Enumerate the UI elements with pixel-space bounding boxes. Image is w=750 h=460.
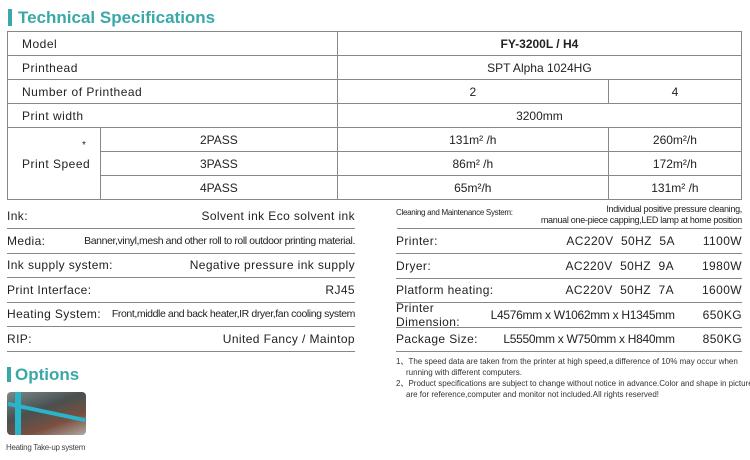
spec-value: Front,middle and back heater,IR dryer,fa… bbox=[111, 308, 356, 321]
spec-label: RIP: bbox=[7, 332, 32, 346]
spec-value: L4576mm x W1062mm x H1345mm bbox=[490, 307, 675, 322]
model-value: FY-3200L / H4 bbox=[336, 31, 743, 56]
spec-extra: 650KG bbox=[702, 307, 742, 322]
spec-label: Print Interface: bbox=[7, 282, 92, 297]
spec-row: Package Size: L5550mm x W750mm x H840mm 85… bbox=[396, 327, 742, 353]
cleaning-line: manual one-piece capping,LED lamp at hom… bbox=[540, 215, 742, 225]
spec-label: Ink: bbox=[7, 209, 28, 223]
note: 2、Product specifications are subject to … bbox=[396, 379, 750, 399]
spec-extra: 1600W bbox=[701, 283, 742, 298]
pass-label: 4PASS bbox=[100, 175, 338, 200]
spec-row: Print Interface: RJ45 bbox=[7, 278, 355, 303]
spec-row: Dryer: AC220V 50HZ 9A 1980W bbox=[396, 254, 742, 279]
cleaning-value: Individual positive pressure cleaning, ma… bbox=[397, 204, 742, 229]
spec-table: Model FY-3200L / H4 Printhead SPT Alpha 10… bbox=[7, 31, 743, 200]
spec-label: Package Size: bbox=[396, 332, 478, 347]
options-title: Options bbox=[15, 365, 80, 384]
num-label: Number of Printhead bbox=[7, 79, 338, 104]
spec-extra: 1980W bbox=[701, 258, 742, 273]
page-title: Technical Specifications bbox=[18, 8, 216, 27]
spec-label: Heating System: bbox=[7, 307, 102, 322]
cleaning-line: Individual positive pressure cleaning, bbox=[606, 204, 742, 214]
speed-label: * Print Speed bbox=[7, 127, 101, 200]
spec-label: Dryer: bbox=[396, 258, 432, 273]
title-accent-bar bbox=[8, 9, 12, 26]
num-value: 2 bbox=[336, 79, 609, 104]
model-label: Model bbox=[7, 31, 338, 56]
heating-take-up-image bbox=[7, 392, 86, 435]
spec-value: Negative pressure ink supply bbox=[189, 258, 355, 273]
num-value: 4 bbox=[607, 79, 743, 104]
spec-label: Media: bbox=[7, 233, 46, 248]
options-accent-bar bbox=[7, 367, 11, 382]
spec-row: Printer: AC220V 50HZ 5A 1100W bbox=[396, 229, 742, 254]
speed-value: 65m²/h bbox=[336, 175, 609, 200]
spec-value: AC220V 50HZ 5A bbox=[566, 234, 675, 248]
speed-value: 131m² /h bbox=[607, 175, 743, 200]
spec-extra: 850KG bbox=[702, 332, 742, 347]
spec-value: L5550mm x W750mm x H840mm bbox=[503, 332, 675, 347]
spec-row: RIP: United Fancy / Maintop bbox=[7, 327, 355, 352]
speed-value: 131m² /h bbox=[336, 127, 609, 152]
option-caption: Heating Take-up system bbox=[6, 443, 86, 452]
spec-value: United Fancy / Maintop bbox=[222, 332, 355, 346]
pass-label: 3PASS bbox=[100, 151, 338, 176]
speed-value: 86m² /h bbox=[336, 151, 609, 176]
pass-label: 2PASS bbox=[100, 127, 338, 152]
width-value: 3200mm bbox=[336, 103, 743, 128]
spec-value: RJ45 bbox=[325, 282, 355, 297]
spec-value: AC220V 50HZ 7A bbox=[565, 283, 674, 298]
spec-value: Banner,vinyl,mesh and other roll to roll… bbox=[84, 234, 355, 247]
spec-row: Printer Dimension: L4576mm x W1062mm x H1… bbox=[396, 300, 742, 329]
spec-row: Ink supply system: Negative pressure ink … bbox=[7, 253, 355, 279]
spec-value: Solvent ink Eco solvent ink bbox=[201, 209, 355, 223]
printhead-label: Printhead bbox=[7, 55, 338, 80]
spec-row: Platform heating: AC220V 50HZ 7A 1600W bbox=[396, 278, 742, 304]
speed-value: 260m²/h bbox=[607, 127, 743, 152]
spec-row: Media: Banner,vinyl,mesh and other roll t… bbox=[7, 229, 355, 254]
width-label: Print width bbox=[7, 103, 338, 128]
printhead-value: SPT Alpha 1024HG bbox=[336, 55, 743, 80]
speed-value: 172m²/h bbox=[607, 151, 743, 176]
speed-asterisk: * bbox=[82, 140, 87, 151]
spec-row: Heating System: Front,middle and back hea… bbox=[7, 302, 356, 328]
spec-label: Ink supply system: bbox=[7, 258, 113, 273]
cleaning-label: Cleaning and Maintenance System: bbox=[396, 208, 513, 217]
spec-label: Platform heating: bbox=[396, 283, 494, 298]
spec-label: Printer Dimension: bbox=[396, 300, 461, 329]
note: 1、The speed data are taken from the prin… bbox=[396, 357, 738, 377]
spec-extra: 1100W bbox=[702, 234, 742, 248]
speed-label-text: Print Speed bbox=[22, 156, 91, 171]
spec-label: Printer: bbox=[396, 234, 438, 248]
spec-value: AC220V 50HZ 9A bbox=[565, 258, 674, 273]
spec-row: Ink: Solvent ink Eco solvent ink bbox=[7, 204, 355, 229]
